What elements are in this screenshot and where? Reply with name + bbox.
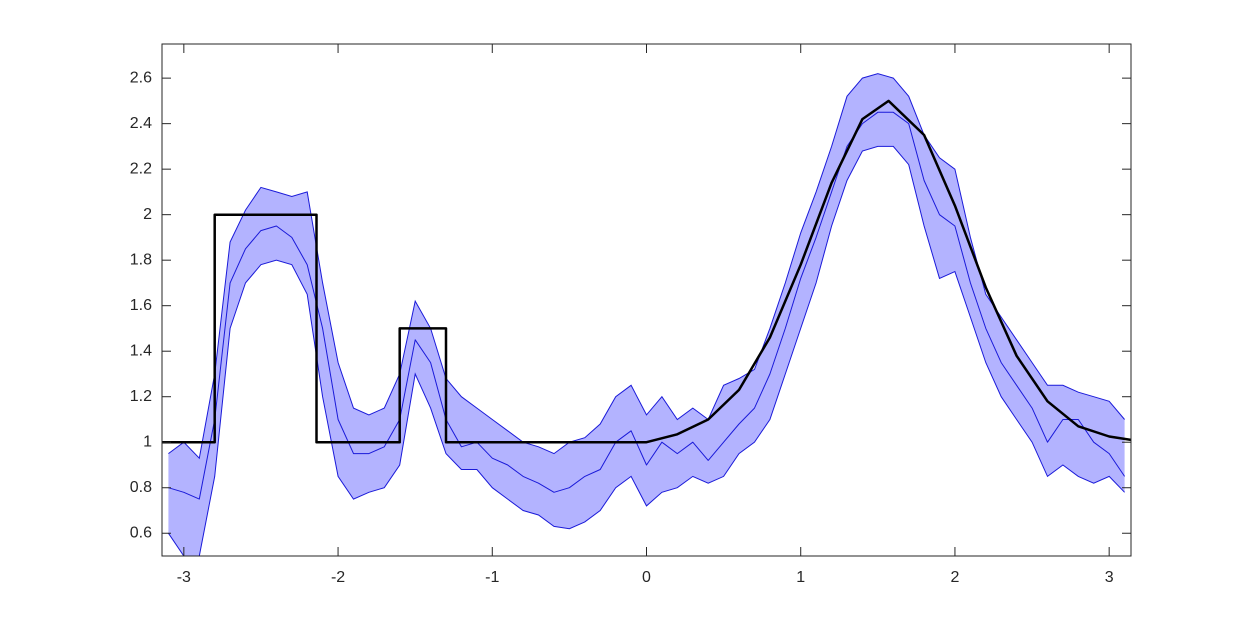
y-tick-label: 0.6 (130, 524, 152, 541)
x-tick-label: 1 (796, 569, 805, 586)
x-tick-label: -2 (331, 569, 345, 586)
y-tick-label: 1.4 (130, 342, 152, 359)
y-tick-label: 0.8 (130, 479, 152, 496)
x-tick-label: 3 (1105, 569, 1114, 586)
y-tick-label: 1 (143, 433, 152, 450)
x-tick-label: -1 (485, 569, 499, 586)
confidence-band (168, 73, 1125, 556)
series-line (162, 99, 1131, 444)
y-tick-label: 2.4 (130, 115, 152, 132)
x-tick-label: 2 (950, 569, 959, 586)
y-tick-label: 1.8 (130, 251, 152, 268)
band-upper-edge (168, 73, 1125, 460)
series-line (168, 111, 1126, 500)
x-tick-label: 0 (642, 569, 651, 586)
y-tick-label: 2.6 (130, 69, 152, 86)
y-tick-label: 2.2 (130, 160, 152, 177)
y-tick-label: 1.2 (130, 388, 152, 405)
y-tick-label: 2 (143, 206, 152, 223)
x-tick-label: -3 (177, 569, 191, 586)
plot-layer (162, 73, 1131, 556)
band-lower-edge (167, 145, 1125, 556)
y-tick-label: 1.6 (130, 297, 152, 314)
